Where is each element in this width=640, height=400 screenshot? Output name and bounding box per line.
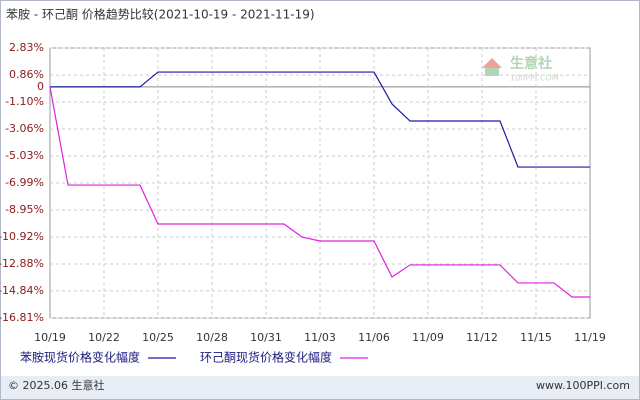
y-tick-label: -6.99% <box>5 176 44 189</box>
x-tick-label: 11/15 <box>520 331 552 344</box>
y-tick-label: -12.88% <box>0 257 44 270</box>
x-tick-label: 10/22 <box>88 331 120 344</box>
legend-label: 环己酮现货价格变化幅度 <box>200 350 332 365</box>
footer-right: www.100PPI.com <box>536 379 630 392</box>
x-tick-label: 11/19 <box>574 331 606 344</box>
y-tick-label: -14.84% <box>0 284 44 297</box>
footer-left: © 2025.06 生意社 <box>8 378 104 392</box>
watermark-icon-base <box>485 68 499 76</box>
x-tick-label: 10/25 <box>142 331 174 344</box>
x-tick-label: 11/03 <box>304 331 336 344</box>
x-tick-label: 10/19 <box>34 331 66 344</box>
watermark-icon <box>482 58 502 68</box>
y-tick-label: 0 <box>37 80 44 93</box>
series-line <box>50 71 590 168</box>
chart-title: 苯胺 - 环己酮 价格趋势比较(2021-10-19 - 2021-11-19) <box>6 7 315 22</box>
footer-bar <box>1 376 639 399</box>
x-tick-label: 11/12 <box>466 331 498 344</box>
watermark: 生意社 100PPI.COM <box>482 55 559 83</box>
y-tick-label: -10.92% <box>0 230 44 243</box>
x-tick-label: 10/31 <box>250 331 282 344</box>
x-tick-label: 11/09 <box>412 331 444 344</box>
series-line <box>49 86 590 298</box>
watermark-site: 100PPI.COM <box>510 74 559 83</box>
y-tick-label: -8.95% <box>5 203 44 216</box>
watermark-name: 生意社 <box>510 55 552 72</box>
y-tick-label: -16.81% <box>0 311 44 324</box>
x-tick-label: 11/06 <box>358 331 390 344</box>
y-tick-label: -3.06% <box>5 122 44 135</box>
y-tick-label: 0.86% <box>9 68 44 81</box>
y-tick-label: -1.10% <box>5 95 44 108</box>
x-tick-label: 10/28 <box>196 331 228 344</box>
y-tick-label: 2.83% <box>9 41 44 54</box>
y-tick-label: -5.03% <box>5 149 44 162</box>
legend-label: 苯胺现货价格变化幅度 <box>20 350 140 365</box>
